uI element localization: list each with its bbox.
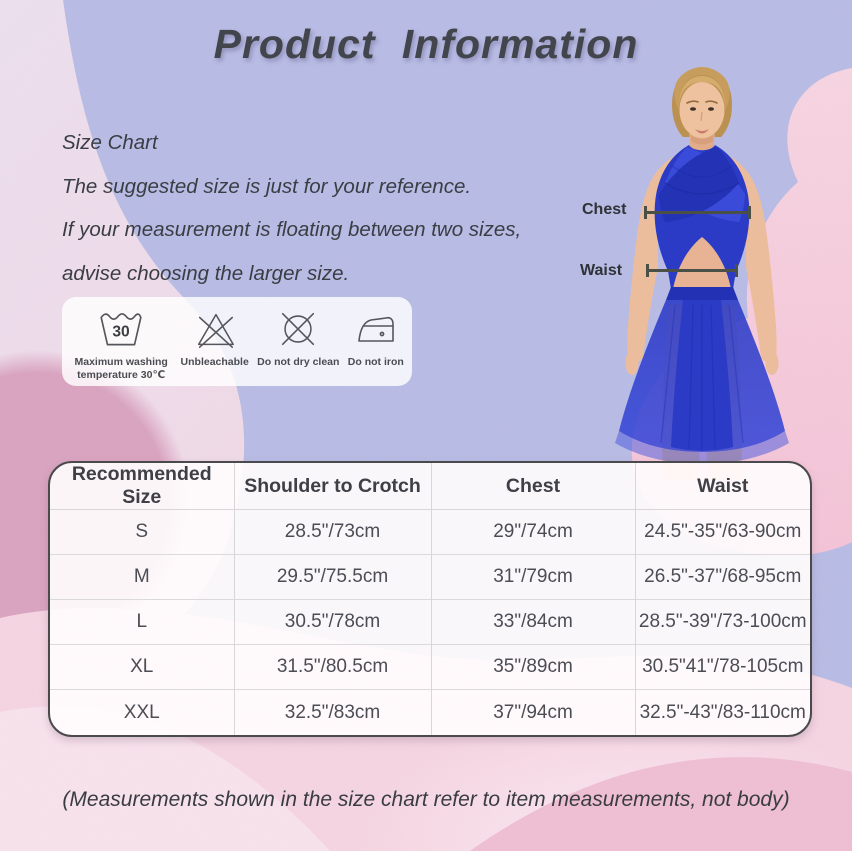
- model-figure: [615, 67, 789, 480]
- column-header: Waist: [635, 463, 810, 510]
- size-cell: 29.5"/75.5cm: [234, 554, 432, 600]
- care-item-dry-clean: Do not dry clean: [257, 304, 339, 369]
- care-item-bleach: Unbleachable: [181, 304, 249, 369]
- size-cell: 31"/79cm: [431, 554, 636, 600]
- dress: [615, 145, 789, 464]
- column-header: Shoulder to Crotch: [234, 463, 432, 510]
- care-item-wash: 30 Maximum washing temperature 30℃: [70, 304, 172, 382]
- intro-line: advise choosing the larger size.: [62, 261, 350, 285]
- table-row: M 29.5"/75.5cm 31"/79cm 26.5"-37"/68-95c…: [50, 554, 810, 600]
- size-cell: 28.5"-39"/73-100cm: [635, 599, 810, 645]
- size-chart-heading: Size Chart: [62, 131, 158, 154]
- intro-line: If your measurement is floating between …: [62, 218, 522, 241]
- care-label: Do not iron: [347, 356, 404, 368]
- care-instructions-panel: 30 Maximum washing temperature 30℃ Unble…: [62, 297, 412, 386]
- size-cell: 30.5"41"/78-105cm: [635, 644, 810, 690]
- care-label: Do not dry clean: [257, 356, 340, 368]
- table-row: S 28.5"/73cm 29"/74cm 24.5"-35"/63-90cm: [50, 508, 810, 555]
- table-row: L 30.5"/78cm 33"/84cm 28.5"-39"/73-100cm: [50, 599, 810, 645]
- table-row: XXL 32.5"/83cm 37"/94cm 32.5"-43"/83-110…: [50, 689, 810, 735]
- column-header: Recommended Size: [50, 463, 235, 510]
- waist-label: Waist: [580, 262, 623, 279]
- size-cell: 30.5"/78cm: [234, 599, 432, 645]
- waist-measure-line: [646, 264, 738, 277]
- size-chart-table: Recommended Size Shoulder to Crotch Ches…: [48, 461, 812, 737]
- measurement-note: (Measurements shown in the size chart re…: [62, 788, 790, 811]
- size-cell: S: [50, 508, 235, 555]
- do-not-iron-icon: [357, 316, 394, 342]
- column-header: Chest: [431, 463, 636, 510]
- size-cell: 37"/94cm: [431, 689, 636, 735]
- do-not-bleach-icon: [197, 313, 234, 348]
- page-title: Product Information: [213, 21, 639, 67]
- care-label: Maximum washing temperature 30℃: [74, 356, 168, 381]
- size-cell: XXL: [50, 689, 235, 735]
- model-photo: [615, 67, 789, 480]
- size-cell: 31.5"/80.5cm: [234, 644, 432, 690]
- wash-temp-value: 30: [112, 323, 130, 340]
- care-label: Unbleachable: [180, 356, 249, 368]
- size-cell: M: [50, 554, 235, 600]
- wash-temp-30-icon: 30: [100, 313, 142, 346]
- intro-line: The suggested size is just for your refe…: [62, 174, 472, 198]
- do-not-dry-clean-icon: [282, 312, 315, 346]
- size-cell: 32.5"/83cm: [234, 689, 432, 735]
- size-cell: 32.5"-43"/83-110cm: [635, 689, 810, 735]
- intro-text: Size Chart The suggested size is just fo…: [62, 121, 521, 295]
- size-cell: L: [50, 599, 235, 645]
- size-cell: 26.5"-37"/68-95cm: [635, 554, 810, 600]
- table-row: XL 31.5"/80.5cm 35"/89cm 30.5"41"/78-105…: [50, 644, 810, 690]
- table-header-row: Recommended Size Shoulder to Crotch Ches…: [50, 463, 810, 510]
- size-cell: 28.5"/73cm: [234, 508, 432, 555]
- care-item-iron: Do not iron: [348, 304, 404, 369]
- size-cell: 33"/84cm: [431, 599, 636, 645]
- chest-measure-line: [644, 206, 751, 219]
- size-cell: 24.5"-35"/63-90cm: [635, 508, 810, 555]
- size-cell: 29"/74cm: [431, 508, 636, 555]
- size-cell: 35"/89cm: [431, 644, 636, 690]
- size-cell: XL: [50, 644, 235, 690]
- chest-label: Chest: [582, 201, 627, 218]
